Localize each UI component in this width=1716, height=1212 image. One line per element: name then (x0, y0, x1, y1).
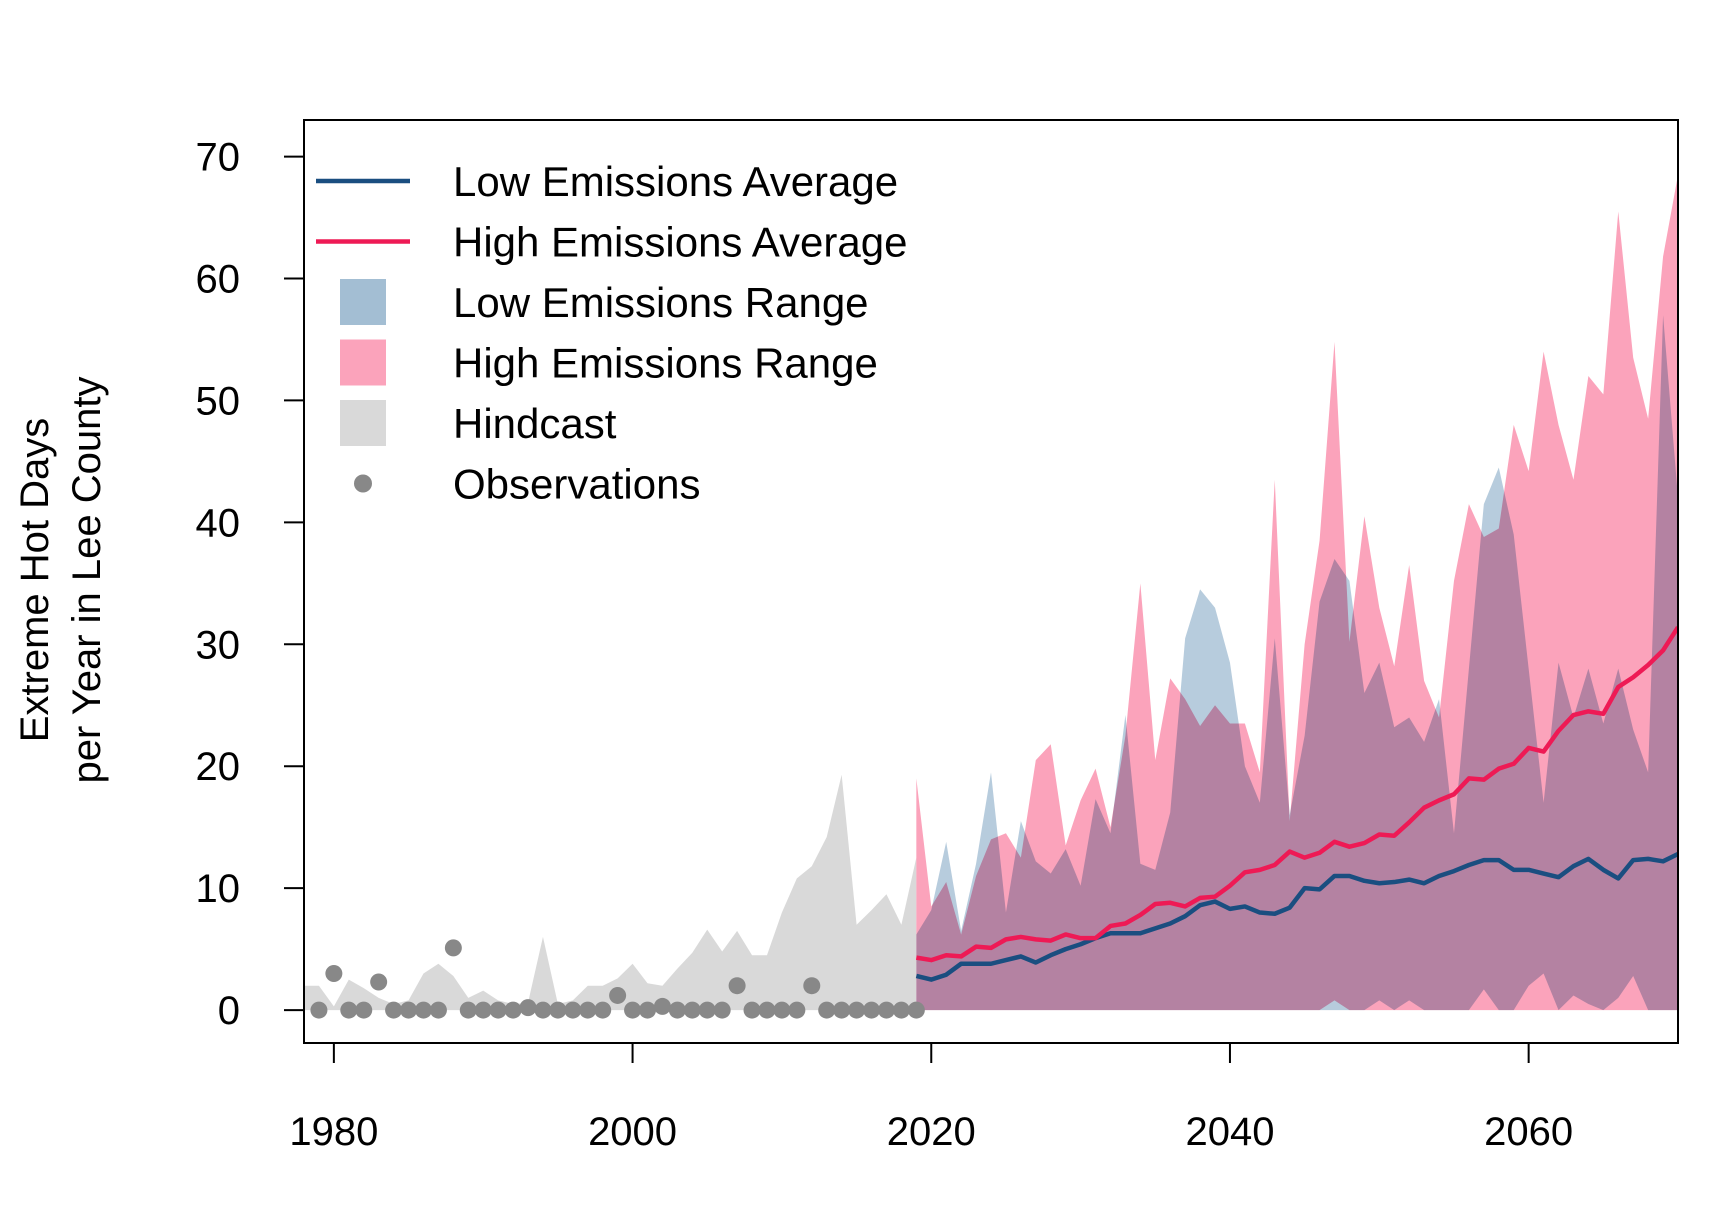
observation-point (788, 1001, 806, 1019)
y-axis-title-line2: per Year in Lee County (65, 377, 109, 784)
y-tick-label: 40 (196, 501, 241, 545)
legend-low-emissions-average: Low Emissions Average (316, 158, 898, 205)
observation-point (892, 1001, 910, 1019)
x-tick-label: 2020 (887, 1110, 976, 1154)
legend-high-emissions-average-label: High Emissions Average (453, 219, 907, 266)
legend: Low Emissions Average High Emissions Aver… (316, 158, 907, 508)
observation-point (370, 973, 388, 991)
observation-point (534, 1001, 552, 1019)
observation-point (489, 1001, 507, 1019)
y-axis-title: Extreme Hot Days per Year in Lee County (13, 377, 109, 784)
observation-point (653, 997, 671, 1015)
legend-hindcast-swatch (340, 400, 386, 446)
observation-point (803, 977, 821, 995)
y-tick-label: 10 (196, 867, 241, 911)
legend-hindcast: Hindcast (340, 400, 617, 447)
legend-observations-label: Observations (453, 461, 700, 508)
observation-point (818, 1001, 836, 1019)
y-axis: 0 10 20 30 40 50 60 70 (196, 136, 305, 1033)
legend-high-emissions-average: High Emissions Average (316, 219, 907, 266)
observation-point (743, 1001, 761, 1019)
observation-point (713, 1001, 731, 1019)
observation-point (683, 1001, 701, 1019)
observation-point (579, 1001, 597, 1019)
observation-point (429, 1001, 447, 1019)
legend-high-emissions-range: High Emissions Range (340, 339, 878, 387)
legend-low-emissions-range-swatch (340, 279, 386, 325)
observation-point (848, 1001, 866, 1019)
observation-point (549, 1001, 567, 1019)
observation-point (310, 1001, 328, 1019)
observation-point (355, 1001, 373, 1019)
x-tick-label: 1980 (289, 1110, 378, 1154)
observation-point (459, 1001, 477, 1019)
plot-area (304, 174, 1678, 1019)
observation-point (907, 1001, 925, 1019)
observation-point (773, 1001, 791, 1019)
legend-observations-swatch (354, 474, 372, 493)
observation-point (698, 1001, 716, 1019)
observation-point (624, 1001, 642, 1019)
legend-high-emissions-range-label: High Emissions Range (453, 340, 878, 387)
observation-point (385, 1001, 403, 1019)
legend-high-emissions-range-swatch (340, 339, 386, 386)
observation-point (863, 1001, 881, 1019)
observation-point (340, 1001, 358, 1019)
low-emissions-average-line (915, 851, 1678, 982)
observation-point (728, 977, 746, 995)
x-tick-label: 2040 (1185, 1110, 1274, 1154)
observation-point (444, 939, 462, 957)
observation-point (758, 1001, 776, 1019)
legend-observations: Observations (354, 461, 700, 508)
observation-point (564, 1001, 582, 1019)
legend-low-emissions-average-label: Low Emissions Average (453, 158, 898, 205)
observation-point (504, 1001, 522, 1019)
legend-hindcast-label: Hindcast (453, 400, 617, 447)
observation-point (474, 1001, 492, 1019)
hindcast-band (304, 774, 917, 1011)
x-axis: 1980 2000 2020 2040 2060 (289, 1042, 1573, 1154)
observation-point (519, 999, 537, 1017)
y-tick-label: 20 (196, 745, 241, 789)
observation-point (414, 1001, 432, 1019)
legend-low-emissions-range-label: Low Emissions Range (453, 279, 869, 326)
y-axis-title-line1: Extreme Hot Days (13, 418, 57, 743)
observation-point (833, 1001, 851, 1019)
observation-point (400, 1001, 418, 1019)
observation-point (609, 986, 627, 1004)
x-tick-label: 2000 (588, 1110, 677, 1154)
x-tick-label: 2060 (1484, 1110, 1573, 1154)
y-tick-label: 30 (196, 623, 241, 667)
legend-low-emissions-range: Low Emissions Range (340, 279, 869, 326)
y-tick-label: 0 (218, 989, 240, 1033)
observation-point (877, 1001, 895, 1019)
low-emissions-range-band (916, 315, 1678, 1011)
high-emissions-average-line (915, 626, 1678, 963)
y-tick-label: 70 (196, 136, 241, 180)
observation-point (639, 1001, 656, 1019)
y-tick-label: 60 (196, 258, 241, 302)
observation-point (594, 1001, 612, 1019)
observation-point (325, 965, 343, 982)
y-tick-label: 50 (196, 379, 241, 423)
observation-point (668, 1001, 686, 1019)
